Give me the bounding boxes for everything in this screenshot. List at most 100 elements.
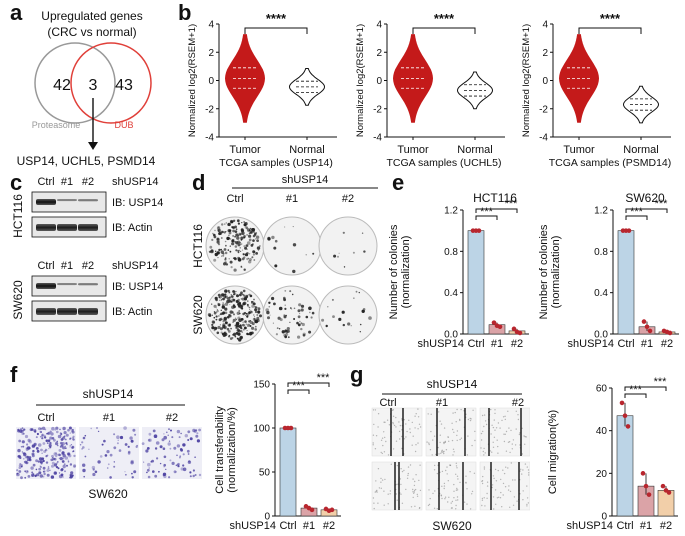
cell [54, 429, 56, 431]
cell [182, 467, 187, 472]
cell [482, 430, 484, 433]
cell [177, 465, 180, 468]
colony [243, 223, 247, 227]
cell [38, 427, 41, 431]
cell [407, 474, 409, 477]
cell [91, 465, 96, 470]
colony [246, 228, 251, 232]
panel-label-g: g [350, 362, 364, 387]
cell [20, 465, 23, 468]
cell [195, 434, 199, 438]
colony [239, 312, 241, 315]
cell [58, 453, 62, 457]
colony [361, 309, 365, 313]
colony [242, 253, 245, 256]
colony [236, 337, 239, 340]
cell [69, 432, 72, 434]
cell [486, 492, 488, 495]
colony [222, 327, 224, 329]
cell [483, 466, 486, 468]
cell [383, 451, 386, 453]
sig-stars: *** [630, 206, 644, 218]
colony [221, 303, 225, 307]
colony [287, 336, 290, 339]
x-category: #1 [303, 520, 315, 532]
colony [240, 250, 242, 252]
colony [218, 315, 220, 317]
colony [284, 290, 287, 292]
colony [248, 258, 252, 261]
bar-Ctrl [279, 427, 297, 517]
colony [293, 307, 296, 310]
cell [448, 440, 450, 442]
cell [69, 475, 73, 479]
colony [213, 233, 216, 237]
cell [154, 447, 158, 450]
cell [381, 437, 384, 439]
cell [73, 465, 76, 468]
cell [446, 466, 448, 468]
colony [225, 222, 227, 224]
colony [249, 310, 252, 313]
cell [443, 482, 446, 485]
cell [491, 424, 493, 426]
colony [252, 317, 256, 321]
cell [147, 462, 151, 467]
data-point [640, 471, 646, 476]
cell [182, 443, 186, 447]
cell [27, 438, 31, 442]
cell [81, 448, 83, 450]
colony [272, 322, 274, 324]
cell [500, 491, 502, 494]
y-tick-label: 1.2 [444, 206, 458, 217]
cell [400, 468, 402, 470]
y-axis-label: Normalized log2(RSEM+1) [355, 24, 366, 137]
cell [503, 440, 506, 443]
cell [33, 442, 37, 446]
cell [45, 439, 49, 443]
colony [221, 255, 223, 257]
y-tick-label: 1.2 [594, 206, 608, 217]
venn-right-count: 43 [115, 77, 133, 94]
cell [72, 438, 75, 441]
colony [232, 298, 236, 302]
cell [35, 436, 38, 439]
cell [455, 508, 457, 510]
colony [230, 327, 232, 330]
cell [372, 442, 374, 444]
colony [297, 335, 301, 339]
cell [60, 438, 64, 441]
cell [373, 423, 375, 426]
cell [21, 440, 25, 444]
cell [501, 419, 503, 422]
colony [250, 310, 253, 313]
colony [292, 243, 297, 247]
colony [244, 296, 246, 298]
cell [518, 433, 521, 436]
cell [163, 435, 167, 440]
cell [35, 447, 39, 450]
colony [213, 311, 217, 315]
cell [118, 449, 122, 452]
violin-plots: 4 2 0 -2 -4 Normalized log2(RSEM+1) **** Tumor N… [187, 11, 671, 169]
cell [45, 439, 48, 442]
cell [99, 455, 103, 458]
cell [51, 464, 54, 468]
colony [256, 314, 259, 316]
colony [359, 323, 362, 326]
cell [42, 442, 46, 445]
colony [235, 249, 238, 252]
cell [493, 477, 495, 480]
band [78, 224, 98, 231]
cell [502, 469, 504, 471]
cell [48, 448, 50, 450]
cell [69, 437, 72, 440]
colony [217, 257, 219, 259]
cell [414, 505, 416, 507]
cell [38, 467, 42, 471]
cell [63, 431, 67, 435]
colony [240, 228, 244, 232]
cell [481, 482, 484, 485]
venn-title-1: Upregulated genes [41, 9, 142, 23]
cell [481, 414, 484, 417]
